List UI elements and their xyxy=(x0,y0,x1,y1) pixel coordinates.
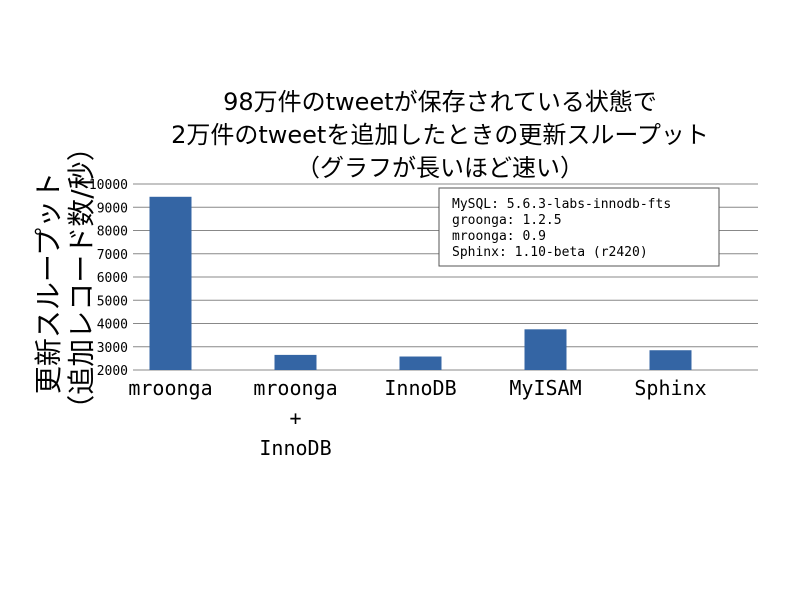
y-axis-ticks: 2000 3000 4000 5000 6000 7000 8000 9000 10000 xyxy=(89,178,128,379)
x-tick-label: InnoDB xyxy=(384,376,456,400)
y-tick-label: 3000 xyxy=(97,341,128,356)
chart-title-line-2: 2万件のtweetを追加したときの更新スループット xyxy=(171,121,709,149)
legend-line-2: groonga: 1.2.5 xyxy=(452,213,562,228)
bar xyxy=(649,350,692,370)
x-tick-label: mroonga xyxy=(253,376,337,400)
legend: MySQL: 5.6.3-labs-innodb-fts groonga: 1.… xyxy=(438,187,720,267)
legend-line-3: mroonga: 0.9 xyxy=(452,229,546,244)
y-tick-label: 4000 xyxy=(97,318,128,333)
y-tick-label: 2000 xyxy=(97,364,128,379)
chart-title-line-3: （グラフが長いほど速い） xyxy=(296,154,584,182)
x-axis-ticks: mroonga mroonga + InnoDB InnoDB MyISAM Sphinx xyxy=(128,376,706,460)
legend-line-4: Sphinx: 1.10-beta (r2420) xyxy=(452,245,648,260)
y-tick-label: 7000 xyxy=(97,248,128,263)
y-tick-label: 5000 xyxy=(97,294,128,309)
bars xyxy=(149,196,692,370)
y-tick-label: 9000 xyxy=(97,201,128,216)
y-tick-label: 8000 xyxy=(97,225,128,240)
y-axis-label-line-1: 更新スループット xyxy=(32,172,65,394)
bar xyxy=(149,196,192,370)
legend-box xyxy=(438,187,720,267)
x-tick-label: InnoDB xyxy=(259,436,331,460)
chart-title: 98万件のtweetが保存されている状態で 2万件のtweetを追加したときの更… xyxy=(171,88,709,182)
y-tick-label: 6000 xyxy=(97,271,128,286)
bar xyxy=(524,329,567,370)
chart-title-line-1: 98万件のtweetが保存されている状態で xyxy=(223,88,657,116)
x-tick-label: Sphinx xyxy=(634,376,706,400)
y-axis-label: 更新スループット （追加レコード数/秒） xyxy=(32,133,98,422)
bar xyxy=(274,354,317,370)
legend-line-1: MySQL: 5.6.3-labs-innodb-fts xyxy=(452,197,671,212)
x-tick-label: mroonga xyxy=(128,376,212,400)
x-tick-label: MyISAM xyxy=(509,376,581,400)
y-axis-label-line-2: （追加レコード数/秒） xyxy=(65,133,98,422)
bar xyxy=(399,356,442,370)
y-tick-label: 10000 xyxy=(89,178,128,193)
x-tick-label: + xyxy=(289,406,301,430)
